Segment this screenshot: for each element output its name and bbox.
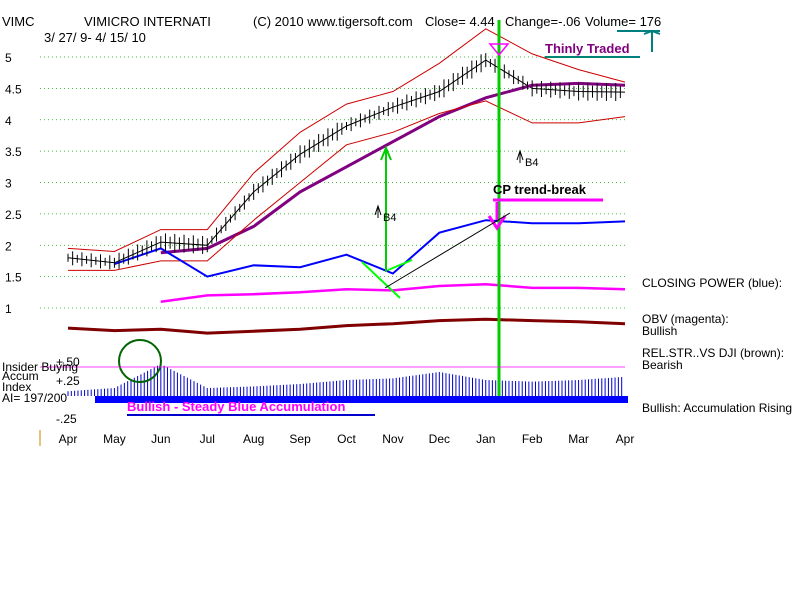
x-tick-label: Jul xyxy=(200,432,215,446)
x-axis-ticks: Apr May Jun Jul Aug Sep Oct Nov Dec Jan Feb Mar Apr xyxy=(59,432,635,446)
accum-tick-plus25: +.25 xyxy=(56,374,80,388)
green-diagonal-line xyxy=(361,261,401,299)
accum-label-1: Accum xyxy=(2,369,39,383)
series-line-upper-band xyxy=(67,28,626,253)
price-bars xyxy=(67,53,621,270)
x-tick-label: Jun xyxy=(151,432,170,446)
cp-trend-break-label: CP trend-break xyxy=(493,182,587,197)
accum-label-2: Index xyxy=(2,380,31,394)
y-tick-label: 3.5 xyxy=(5,145,22,159)
x-tick-label: Nov xyxy=(382,432,403,446)
x-tick-label: Jan xyxy=(476,432,495,446)
x-tick-label: Aug xyxy=(243,432,264,446)
y-tick-label: 4 xyxy=(5,114,12,128)
magenta-arrow-head-icon xyxy=(487,215,507,231)
x-tick-label: Apr xyxy=(616,432,635,446)
obv-status: Bullish xyxy=(642,324,677,338)
accum-tick-minus25: -.25 xyxy=(56,412,77,426)
ai-value-label: AI= 197/200 xyxy=(2,391,67,405)
change-value: Change=-.06 xyxy=(505,14,581,29)
accum-histogram xyxy=(67,364,623,396)
x-tick-label: Sep xyxy=(289,432,311,446)
copyright: (C) 2010 www.tigersoft.com xyxy=(253,14,413,29)
peak-triangle-icon xyxy=(488,43,510,57)
green-arrow-head-icon xyxy=(380,145,392,161)
thinly-traded-label: Thinly Traded xyxy=(545,41,630,56)
series-line-closing-power xyxy=(114,219,626,278)
x-tick-label: Apr xyxy=(59,432,78,446)
insider-buying-label: Insider Buying xyxy=(2,360,78,374)
company-name: VIMICRO INTERNATI xyxy=(84,14,211,29)
date-range: 3/ 27/ 9- 4/ 15/ 10 xyxy=(44,30,146,45)
y-tick-label: 2.5 xyxy=(5,208,22,222)
y-axis-ticks: 5 4.5 4 3.5 3 2.5 2 1.5 1 xyxy=(5,51,22,316)
insider-buying-circle xyxy=(118,339,162,383)
x-tick-label: Mar xyxy=(568,432,589,446)
volume-value: Volume= 176 xyxy=(585,14,661,29)
b4-label-feb: B4 xyxy=(525,157,538,169)
series-line-obv xyxy=(160,282,626,303)
x-tick-label: Oct xyxy=(337,432,356,446)
y-tick-label: 5 xyxy=(5,51,12,65)
x-tick-label: Feb xyxy=(522,432,543,446)
x-tick-label: May xyxy=(103,432,126,446)
accum-status: Bullish: Accumulation Rising xyxy=(642,401,792,415)
accum-baseline-bar xyxy=(95,396,628,403)
y-tick-label: 4.5 xyxy=(5,82,22,96)
closing-power-label: CLOSING POWER (blue): xyxy=(642,276,782,290)
rel-str-status: Bearish xyxy=(642,358,683,372)
accum-tick-plus50: +.50 xyxy=(56,355,80,369)
series-line-rel-strength-vs-dji xyxy=(67,317,626,335)
ticker-symbol: VIMC xyxy=(2,14,35,29)
series-group xyxy=(67,28,626,335)
cp-trendline xyxy=(384,212,511,289)
grid-lines xyxy=(40,56,625,309)
y-tick-label: 2 xyxy=(5,239,12,253)
y-tick-label: 1.5 xyxy=(5,271,22,285)
close-value: Close= 4.44 xyxy=(425,14,495,29)
x-tick-label: Dec xyxy=(429,432,450,446)
series-line-lower-band xyxy=(68,100,626,271)
b4-arrow-icon-2 xyxy=(516,149,524,163)
b4-arrow-icon xyxy=(374,204,382,218)
rel-str-label: REL.STR..VS DJI (brown): xyxy=(642,346,784,360)
teal-arrow-icon xyxy=(643,29,661,52)
y-tick-label: 3 xyxy=(5,177,12,191)
bullish-accum-text: Bullish - Steady Blue Accumulation xyxy=(127,399,345,414)
y-tick-label: 1 xyxy=(5,302,12,316)
b4-label-nov: B4 xyxy=(383,212,396,224)
green-diagonal-line-2 xyxy=(387,259,413,271)
obv-label: OBV (magenta): xyxy=(642,312,729,326)
